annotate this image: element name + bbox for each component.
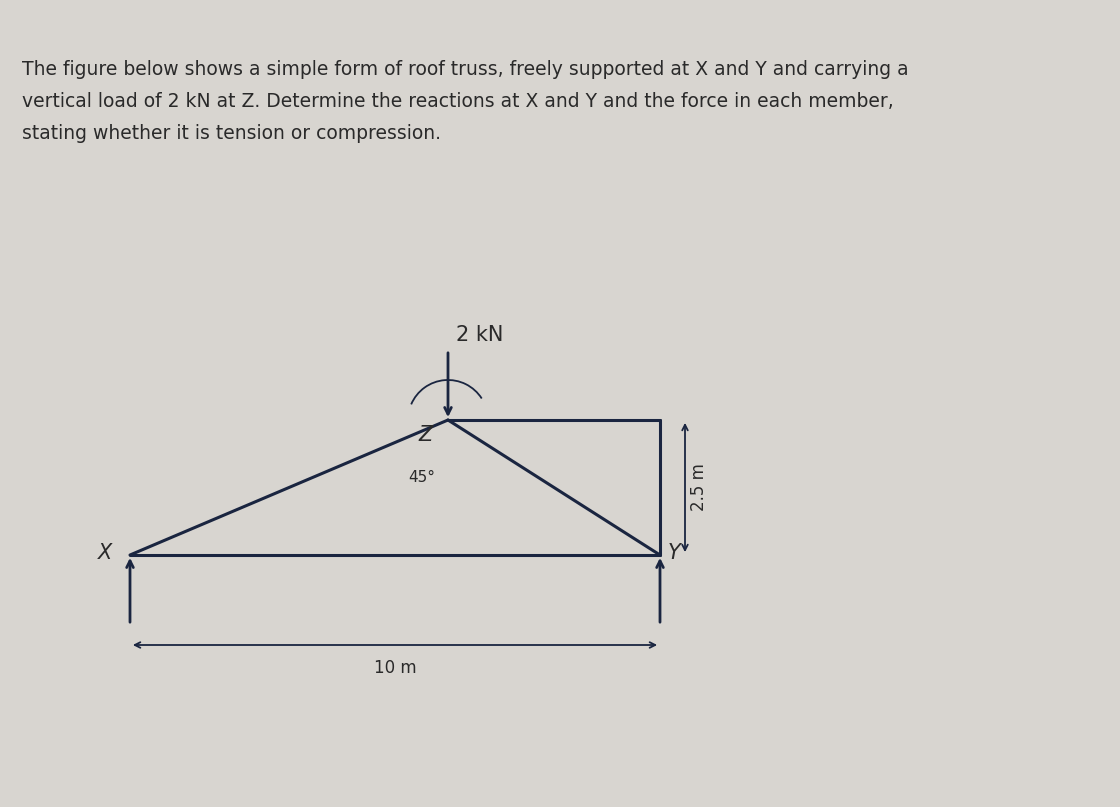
Text: Z: Z [419, 425, 433, 445]
Text: vertical load of 2 kN at Z. Determine the reactions at X and Y and the force in : vertical load of 2 kN at Z. Determine th… [22, 92, 894, 111]
Text: 10 m: 10 m [374, 659, 417, 677]
Text: X: X [97, 543, 112, 563]
Text: 2 kN: 2 kN [456, 325, 503, 345]
Text: 45°: 45° [409, 470, 436, 485]
Text: Y: Y [668, 543, 681, 563]
Text: The figure below shows a simple form of roof truss, freely supported at X and Y : The figure below shows a simple form of … [22, 60, 908, 79]
Text: 2.5 m: 2.5 m [690, 463, 708, 512]
Text: stating whether it is tension or compression.: stating whether it is tension or compres… [22, 124, 441, 143]
